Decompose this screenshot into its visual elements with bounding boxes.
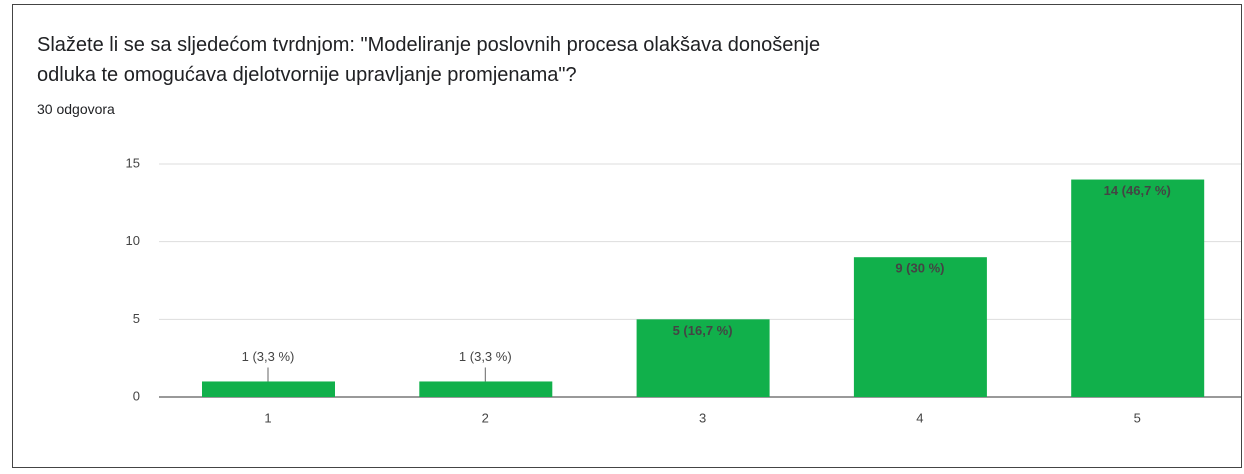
response-count: 30 odgovora — [37, 101, 115, 117]
bar — [202, 381, 335, 397]
chart-title: Slažete li se sa sljedećom tvrdnjom: "Mo… — [37, 34, 821, 86]
value-label: 5 (16,7 %) — [673, 323, 733, 338]
bar — [1071, 179, 1205, 397]
value-label: 9 (30 %) — [895, 261, 944, 276]
card — [12, 4, 1242, 468]
bar — [636, 319, 770, 397]
y-tick-label: 0 — [133, 388, 140, 403]
x-tick-label: 4 — [916, 410, 923, 425]
bar — [853, 257, 987, 397]
value-label: 14 (46,7 %) — [1104, 183, 1171, 198]
value-label: 1 (3,3 %) — [242, 349, 295, 364]
bar — [419, 381, 553, 397]
y-tick-label: 10 — [126, 233, 140, 248]
x-tick-label: 5 — [1134, 410, 1141, 425]
x-tick-label: 1 — [264, 410, 271, 425]
x-tick-label: 3 — [699, 410, 706, 425]
y-tick-label: 5 — [133, 311, 140, 326]
value-label: 1 (3,3 %) — [459, 349, 512, 364]
x-tick-label: 2 — [482, 410, 489, 425]
y-tick-label: 15 — [126, 155, 140, 170]
